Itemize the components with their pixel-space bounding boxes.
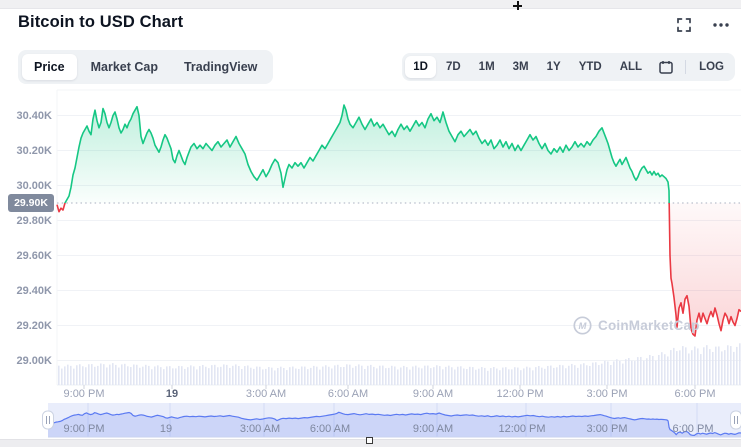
calendar-icon[interactable] (652, 56, 680, 78)
resize-handle[interactable] (366, 437, 373, 444)
y-tick-29.40K: 29.40K (8, 285, 52, 297)
nav-tick-6-00-pm: 6:00 PM (673, 423, 714, 435)
fullscreen-icon[interactable] (677, 18, 691, 32)
tab-market-cap[interactable]: Market Cap (79, 54, 170, 80)
cursor-plus-icon (513, 1, 522, 10)
range-all[interactable]: ALL (612, 56, 650, 78)
y-tick-30.40K: 30.40K (8, 110, 52, 122)
y-tick-30.00K: 30.00K (8, 180, 52, 192)
y-tick-29.60K: 29.60K (8, 250, 52, 262)
nav-tick-3-00-pm: 3:00 PM (587, 423, 628, 435)
range-7d[interactable]: 7D (438, 56, 469, 78)
y-tick-29.20K: 29.20K (8, 320, 52, 332)
nav-tick-19: 19 (160, 423, 172, 435)
range-1m[interactable]: 1M (471, 56, 503, 78)
chart-navigator[interactable] (43, 403, 741, 437)
x-tick-3-00-pm: 3:00 PM (587, 388, 628, 400)
navigator-left-handle[interactable] (43, 411, 54, 429)
range-3m[interactable]: 3M (505, 56, 537, 78)
x-tick-12-00-pm: 12:00 PM (496, 388, 543, 400)
tab-price[interactable]: Price (22, 54, 77, 80)
y-tick-29.80K: 29.80K (8, 215, 52, 227)
tab-tradingview[interactable]: TradingView (172, 54, 269, 80)
watermark-text: CoinMarketCap (598, 318, 700, 333)
x-tick-19: 19 (166, 388, 178, 400)
coinmarketcap-logo-icon: M (573, 316, 592, 335)
range-divider (685, 60, 686, 74)
volume-bars (58, 343, 741, 385)
page-title: Bitcoin to USD Chart (18, 13, 183, 32)
log-scale-button[interactable]: LOG (691, 56, 732, 78)
chart-window-actions (677, 18, 729, 32)
nav-tick-3-00-am: 3:00 AM (240, 423, 280, 435)
x-tick-6-00-pm: 6:00 PM (675, 388, 716, 400)
nav-tick-6-00-am: 6:00 AM (310, 423, 350, 435)
nav-tick-9-00-am: 9:00 AM (413, 423, 453, 435)
page-top-strip (0, 0, 741, 9)
range-ytd[interactable]: YTD (571, 56, 610, 78)
x-tick-3-00-am: 3:00 AM (246, 388, 286, 400)
x-tick-9-00-pm: 9:00 PM (64, 388, 105, 400)
more-options-icon[interactable] (713, 23, 729, 27)
svg-text:M: M (579, 321, 588, 332)
nav-tick-9-00-pm: 9:00 PM (64, 423, 105, 435)
y-tick-30.20K: 30.20K (8, 145, 52, 157)
y-tick-29.00K: 29.00K (8, 355, 52, 367)
range-1y[interactable]: 1Y (539, 56, 569, 78)
nav-tick-12-00-pm: 12:00 PM (498, 423, 545, 435)
x-tick-6-00-am: 6:00 AM (328, 388, 368, 400)
x-tick-9-00-am: 9:00 AM (413, 388, 453, 400)
current-price-badge: 29.90K (8, 194, 54, 212)
range-1d[interactable]: 1D (405, 56, 436, 78)
watermark: M CoinMarketCap (573, 316, 700, 335)
navigator-right-handle[interactable] (731, 411, 741, 429)
